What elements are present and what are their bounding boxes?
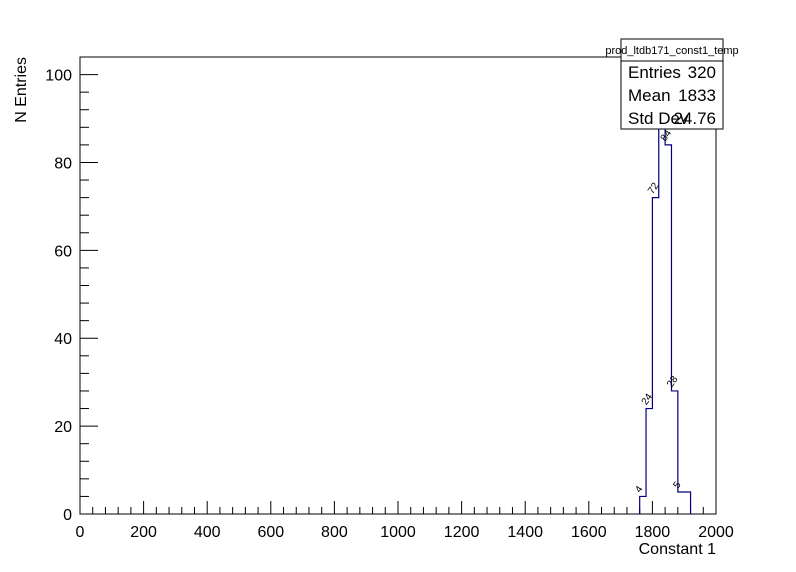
- x-tick-label: 1800: [635, 524, 671, 541]
- y-tick-label: 100: [45, 68, 72, 85]
- bin-value-label: 5: [671, 480, 683, 491]
- x-tick-label: 1000: [380, 524, 416, 541]
- y-axis-ticks: [80, 56, 98, 515]
- x-tick-label: 1200: [444, 524, 480, 541]
- x-tick-label: 200: [130, 524, 157, 541]
- y-tick-label: 60: [54, 243, 72, 260]
- y-tick-label: 40: [54, 331, 72, 348]
- bin-value-label: 84: [659, 128, 675, 144]
- x-tick-label: 600: [257, 524, 284, 541]
- x-tick-label: 2000: [698, 524, 734, 541]
- stats-box-title: prod_ltdb171_const1_temp: [605, 45, 738, 57]
- y-tick-label: 20: [54, 419, 72, 436]
- stats-box-frame: [620, 38, 724, 130]
- x-tick-label: 400: [194, 524, 221, 541]
- stats-stddev-label: Std Dev: [628, 109, 689, 128]
- x-tick-label: 800: [321, 524, 348, 541]
- y-tick-label: 0: [63, 507, 72, 524]
- stats-mean-value: 1833: [678, 86, 716, 105]
- y-axis-title: N Entries: [13, 57, 30, 123]
- x-tick-label: 1600: [571, 524, 607, 541]
- x-axis-ticks: [79, 501, 717, 514]
- bin-value-label: 28: [665, 374, 681, 390]
- y-tick-label: 80: [54, 155, 72, 172]
- y-axis-tick-labels: 0 20 40 60 80 100: [45, 68, 72, 524]
- x-axis-tick-labels: 0 200 400 600 800 1000 1200 1400 1600 1800 2000: [76, 524, 734, 541]
- stats-box: prod_ltdb171_const1_temp Entries 320 Mea…: [605, 38, 739, 130]
- stats-entries-value: 320: [688, 63, 716, 82]
- stats-entries-label: Entries: [628, 63, 681, 82]
- x-tick-label: 0: [76, 524, 85, 541]
- x-tick-label: 1400: [507, 524, 543, 541]
- bin-value-label: 4: [633, 484, 645, 495]
- stats-stddev-value: 24.76: [673, 109, 716, 128]
- stats-mean-label: Mean: [628, 86, 671, 105]
- x-axis-title: Constant 1: [639, 541, 716, 558]
